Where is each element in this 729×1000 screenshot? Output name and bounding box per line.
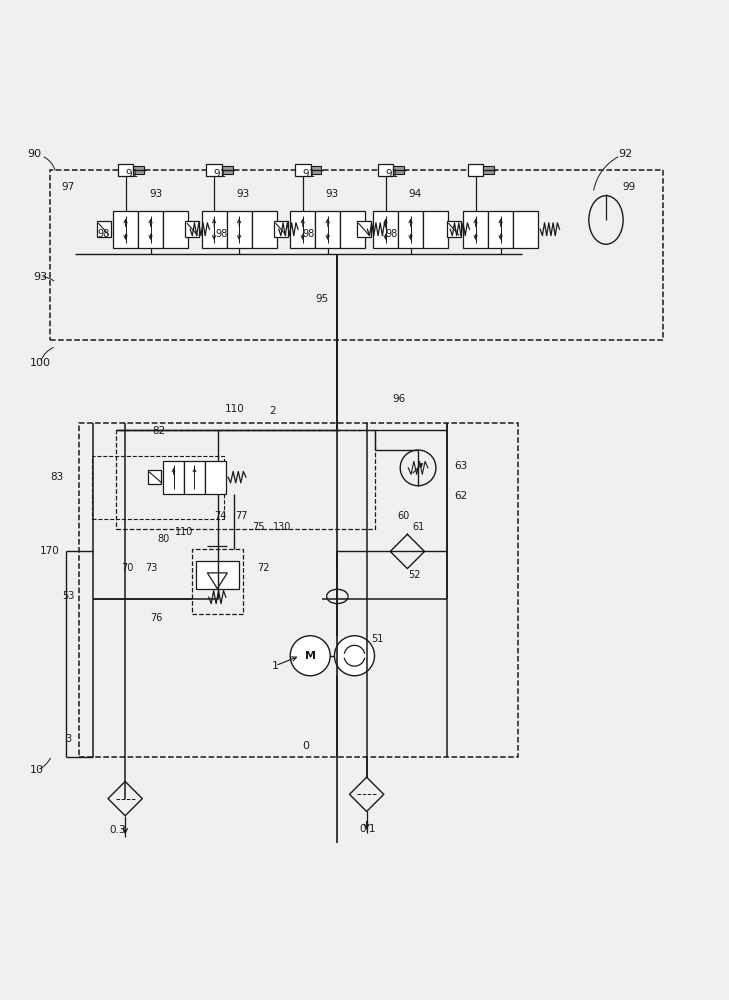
Text: 76: 76 <box>149 613 162 623</box>
Bar <box>138 211 163 248</box>
Text: 10: 10 <box>31 765 44 775</box>
Text: 110: 110 <box>175 527 194 537</box>
Text: 62: 62 <box>454 491 467 501</box>
Bar <box>295 164 311 176</box>
Bar <box>483 166 494 174</box>
Text: 93: 93 <box>149 189 163 199</box>
Bar <box>356 221 371 237</box>
Text: 77: 77 <box>235 511 248 521</box>
Bar <box>184 461 205 494</box>
Text: 52: 52 <box>408 570 421 580</box>
Text: 73: 73 <box>145 563 157 573</box>
Bar <box>206 164 222 176</box>
Text: 92: 92 <box>618 149 632 159</box>
Bar <box>394 166 404 174</box>
Bar <box>468 164 483 176</box>
Text: 93: 93 <box>326 189 339 199</box>
Text: 91: 91 <box>385 169 398 179</box>
Bar <box>163 211 188 248</box>
Text: 97: 97 <box>61 182 74 192</box>
Text: 170: 170 <box>40 546 60 556</box>
Text: 91: 91 <box>302 169 316 179</box>
Text: 61: 61 <box>412 522 424 532</box>
Bar <box>79 423 518 757</box>
Text: 99: 99 <box>623 182 636 192</box>
Circle shape <box>335 636 375 676</box>
Bar <box>447 221 461 237</box>
Text: 100: 100 <box>30 358 50 368</box>
Text: 93: 93 <box>33 272 47 282</box>
Text: 98: 98 <box>386 229 398 239</box>
Text: M: M <box>305 651 316 661</box>
Bar <box>113 211 138 248</box>
Bar <box>463 211 488 248</box>
Bar <box>315 211 340 248</box>
Bar <box>205 461 226 494</box>
Text: 98: 98 <box>216 229 227 239</box>
Bar <box>202 211 227 248</box>
Bar <box>148 470 161 484</box>
Bar <box>274 221 288 237</box>
Text: 72: 72 <box>257 563 269 573</box>
Text: 82: 82 <box>152 426 165 436</box>
Text: 98: 98 <box>303 229 315 239</box>
Bar <box>311 166 321 174</box>
Text: 91: 91 <box>214 169 227 179</box>
Bar <box>373 211 398 248</box>
Bar <box>398 211 423 248</box>
Bar <box>116 430 375 529</box>
Text: 110: 110 <box>225 404 244 414</box>
Bar <box>252 211 276 248</box>
Text: 2: 2 <box>270 406 276 416</box>
Circle shape <box>290 636 330 676</box>
Bar <box>196 561 239 589</box>
Bar <box>96 221 111 237</box>
Text: 51: 51 <box>371 634 383 644</box>
Text: 80: 80 <box>157 534 169 544</box>
Bar <box>92 456 224 519</box>
Text: 94: 94 <box>408 189 421 199</box>
Bar <box>222 166 233 174</box>
Text: 91: 91 <box>125 169 139 179</box>
Text: 130: 130 <box>273 522 292 532</box>
Text: 98: 98 <box>98 229 110 239</box>
Text: 74: 74 <box>214 511 227 521</box>
Bar <box>340 211 365 248</box>
Bar <box>117 164 133 176</box>
Bar <box>290 211 315 248</box>
Bar <box>163 461 184 494</box>
Text: 1: 1 <box>272 661 278 671</box>
Text: 53: 53 <box>62 591 74 601</box>
Text: 70: 70 <box>121 563 133 573</box>
Bar <box>185 221 200 237</box>
Text: 96: 96 <box>392 394 405 404</box>
Text: 93: 93 <box>236 189 249 199</box>
Bar <box>50 170 663 340</box>
Bar <box>423 211 448 248</box>
Text: 95: 95 <box>315 294 328 304</box>
Text: 3: 3 <box>65 734 71 744</box>
Text: 0.1: 0.1 <box>360 824 376 834</box>
Text: 60: 60 <box>397 511 410 521</box>
Text: 0: 0 <box>303 741 309 751</box>
Text: 75: 75 <box>252 522 265 532</box>
Text: 90: 90 <box>28 149 42 159</box>
Bar <box>513 211 538 248</box>
Bar <box>227 211 252 248</box>
Bar <box>378 164 394 176</box>
Bar <box>133 166 144 174</box>
Text: 0.3: 0.3 <box>110 825 126 835</box>
Bar <box>192 549 243 614</box>
Bar <box>488 211 513 248</box>
Text: 83: 83 <box>51 472 64 482</box>
Text: 63: 63 <box>454 461 467 471</box>
